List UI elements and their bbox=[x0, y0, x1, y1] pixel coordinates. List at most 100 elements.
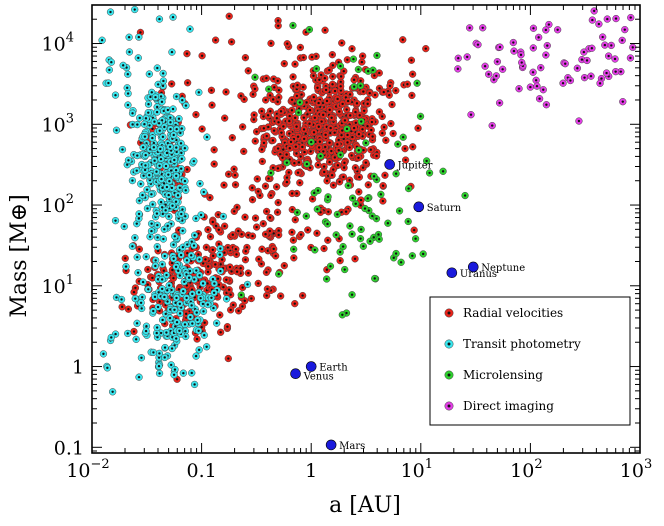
transit-photometry-point bbox=[219, 212, 227, 221]
direct-imaging-point bbox=[510, 47, 518, 55]
direct-imaging-point bbox=[595, 20, 603, 28]
radial-velocities-point bbox=[347, 151, 356, 160]
transit-photometry-point bbox=[133, 120, 141, 129]
radial-velocities-point bbox=[340, 159, 349, 167]
radial-velocities-point bbox=[371, 91, 379, 99]
radial-velocities-point bbox=[309, 72, 318, 80]
radial-velocities-point bbox=[306, 106, 314, 114]
transit-photometry-point bbox=[107, 333, 115, 342]
radial-velocities-point bbox=[326, 124, 335, 132]
radial-velocities-point bbox=[408, 91, 416, 100]
microlensing-point bbox=[419, 250, 427, 258]
direct-imaging-point bbox=[611, 55, 619, 63]
radial-velocities-point bbox=[337, 72, 345, 81]
microlensing-point bbox=[326, 262, 335, 270]
radial-velocities-point bbox=[229, 231, 237, 239]
radial-velocities-point bbox=[247, 294, 255, 303]
transit-photometry-point bbox=[124, 101, 132, 109]
transit-photometry-point bbox=[187, 251, 195, 259]
microlensing-point bbox=[395, 207, 404, 215]
radial-velocities-point bbox=[315, 143, 323, 152]
radial-velocities-point bbox=[414, 124, 422, 132]
radial-velocities-point bbox=[254, 279, 262, 288]
microlensing-point bbox=[357, 117, 365, 126]
transit-photometry-point bbox=[165, 191, 173, 199]
microlensing-point bbox=[303, 160, 311, 168]
radial-velocities-point bbox=[322, 86, 330, 94]
microlensing-point bbox=[394, 140, 402, 148]
transit-photometry-point bbox=[165, 212, 173, 221]
radial-velocities-point bbox=[339, 173, 348, 181]
direct-imaging-point bbox=[580, 48, 588, 56]
direct-imaging-point bbox=[498, 65, 507, 73]
direct-imaging-point bbox=[561, 60, 569, 68]
direct-imaging-point bbox=[607, 41, 615, 50]
transit-photometry-point bbox=[137, 180, 145, 188]
radial-velocities-point bbox=[215, 226, 223, 234]
radial-velocities-point bbox=[258, 107, 266, 115]
radial-velocities-point bbox=[329, 72, 337, 81]
radial-velocities-point bbox=[274, 198, 282, 207]
radial-velocities-point bbox=[124, 305, 133, 313]
transit-photometry-point bbox=[159, 77, 168, 85]
radial-velocities-point bbox=[342, 208, 350, 216]
transit-photometry-point bbox=[122, 262, 130, 271]
transit-photometry-point bbox=[210, 279, 219, 288]
transit-photometry-point bbox=[168, 202, 177, 210]
transit-photometry-point bbox=[149, 307, 157, 315]
transit-photometry-point bbox=[131, 5, 139, 14]
radial-velocities-point bbox=[343, 105, 351, 114]
direct-imaging-point bbox=[509, 38, 517, 47]
transit-photometry-point bbox=[133, 151, 141, 160]
radial-velocities-point bbox=[350, 76, 358, 84]
microlensing-point bbox=[364, 67, 372, 75]
radial-velocities-point bbox=[273, 208, 282, 216]
transit-photometry-point bbox=[170, 131, 178, 139]
microlensing-point bbox=[314, 186, 322, 195]
transit-photometry-point bbox=[210, 289, 218, 297]
radial-velocities-point bbox=[335, 107, 343, 116]
direct-imaging-point bbox=[612, 68, 620, 76]
transit-photometry-point bbox=[188, 319, 196, 328]
planet-label-neptune: Neptune bbox=[481, 263, 525, 274]
radial-velocities-point bbox=[358, 52, 367, 60]
radial-velocities-point bbox=[244, 269, 252, 277]
transit-photometry-point bbox=[179, 369, 187, 377]
direct-imaging-point bbox=[627, 13, 635, 22]
radial-velocities-point bbox=[234, 307, 243, 315]
radial-velocities-point bbox=[222, 88, 230, 96]
transit-photometry-point bbox=[150, 118, 159, 126]
radial-velocities-point bbox=[300, 114, 308, 122]
transit-photometry-point bbox=[186, 25, 194, 33]
microlensing-point bbox=[251, 73, 259, 81]
transit-photometry-point bbox=[160, 225, 168, 233]
transit-photometry-point bbox=[169, 105, 177, 113]
transit-photometry-point bbox=[153, 209, 161, 218]
transit-photometry-point bbox=[147, 190, 156, 198]
radial-velocities-point bbox=[325, 158, 334, 166]
transit-photometry-point bbox=[151, 93, 160, 101]
transit-photometry-point bbox=[177, 251, 185, 259]
radial-velocities-point bbox=[228, 134, 236, 142]
transit-photometry-point bbox=[159, 235, 168, 243]
radial-velocities-point bbox=[267, 39, 275, 48]
direct-imaging-point bbox=[542, 51, 550, 59]
microlensing-point bbox=[404, 184, 413, 193]
radial-velocities-point bbox=[289, 236, 298, 244]
direct-imaging-point bbox=[553, 26, 562, 34]
transit-photometry-point bbox=[158, 98, 166, 106]
transit-photometry-point bbox=[157, 175, 166, 183]
radial-velocities-point bbox=[288, 189, 296, 198]
microlensing-point bbox=[307, 138, 315, 146]
transit-photometry-point bbox=[179, 227, 187, 235]
microlensing-point bbox=[290, 245, 298, 253]
microlensing-point bbox=[366, 237, 374, 245]
legend-label-microlensing: Microlensing bbox=[463, 368, 543, 382]
transit-photometry-point bbox=[137, 299, 145, 307]
transit-photometry-point bbox=[133, 166, 141, 175]
direct-imaging-point bbox=[493, 58, 502, 66]
radial-velocities-point bbox=[130, 288, 138, 296]
transit-photometry-point bbox=[213, 319, 221, 327]
transit-photometry-point bbox=[103, 364, 112, 372]
transit-photometry-point bbox=[144, 100, 153, 108]
